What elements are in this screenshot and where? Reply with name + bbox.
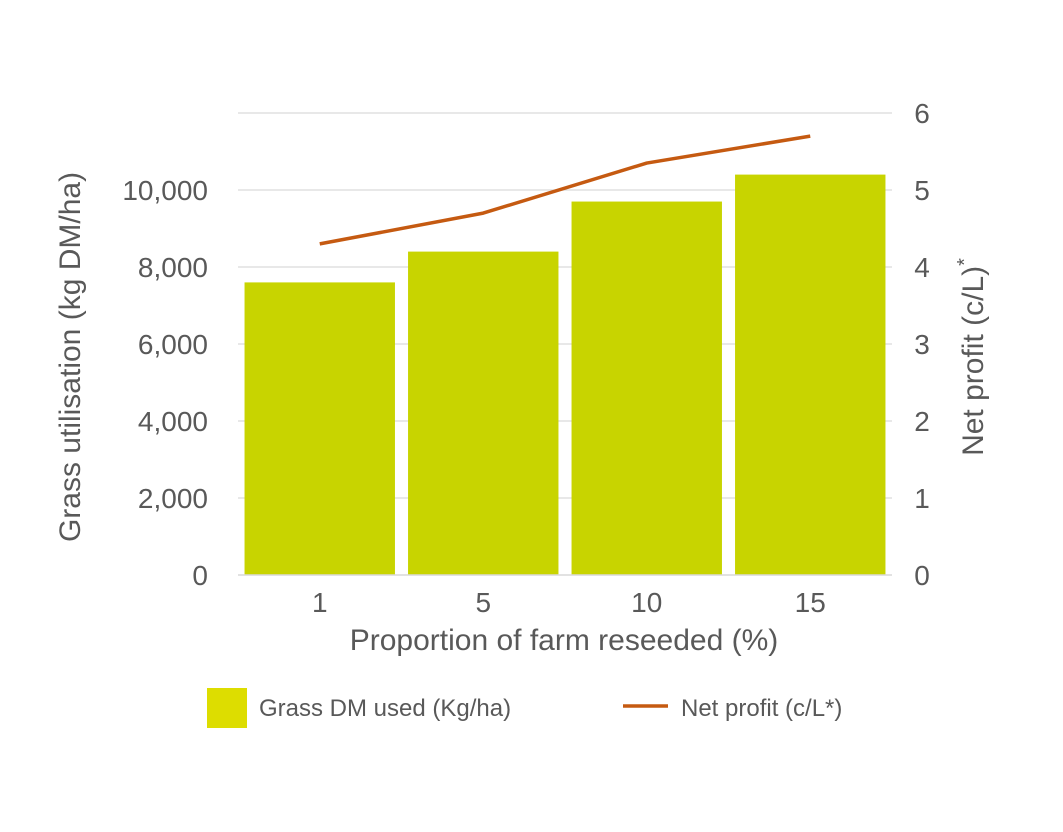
x-tick-label: 1 — [312, 587, 328, 618]
y-tick-label: 2,000 — [138, 483, 208, 514]
x-tick-label: 15 — [795, 587, 826, 618]
series-line-net-profit — [319, 134, 811, 246]
legend: Grass DM used (Kg/ha) Net profit (c/L*) — [207, 688, 842, 728]
y-tick-label: 8,000 — [138, 252, 208, 283]
y2-axis-title-main: Net profit (c/L) — [957, 266, 990, 456]
y2-tick-label: 4 — [914, 252, 930, 283]
x-tick-label: 10 — [631, 587, 662, 618]
y2-axis-title-superscript: * — [954, 258, 976, 266]
y2-tick-label: 3 — [914, 329, 930, 360]
bar — [735, 174, 886, 575]
bar — [244, 282, 395, 575]
bar — [408, 251, 559, 575]
x-axis-title: Proportion of farm reseeded (%) — [350, 624, 779, 657]
bar — [571, 201, 722, 576]
line-series — [319, 134, 811, 246]
y-tick-label: 10,000 — [122, 175, 208, 206]
bar-series — [244, 174, 886, 576]
y-tick-label: 4,000 — [138, 406, 208, 437]
legend-swatch-bar — [207, 688, 247, 728]
y2-tick-label: 0 — [914, 560, 930, 591]
legend-label-bar: Grass DM used (Kg/ha) — [259, 695, 511, 722]
x-axis-ticks: 1 5 10 15 — [312, 587, 826, 618]
y2-tick-label: 1 — [914, 483, 930, 514]
y2-axis-title: Net profit (c/L)* — [954, 258, 990, 456]
y2-tick-label: 2 — [914, 406, 930, 437]
legend-label-line: Net profit (c/L*) — [681, 695, 842, 722]
left-axis-ticks: 0 2,000 4,000 6,000 8,000 10,000 — [122, 175, 208, 591]
right-axis-ticks: 0 1 2 3 4 5 6 — [914, 98, 930, 591]
y2-tick-label: 5 — [914, 175, 930, 206]
y2-tick-label: 6 — [914, 98, 930, 129]
y-tick-label: 0 — [192, 560, 208, 591]
y-axis-title: Grass utilisation (kg DM/ha) — [54, 172, 87, 542]
y-tick-label: 6,000 — [138, 329, 208, 360]
x-tick-label: 5 — [475, 587, 491, 618]
